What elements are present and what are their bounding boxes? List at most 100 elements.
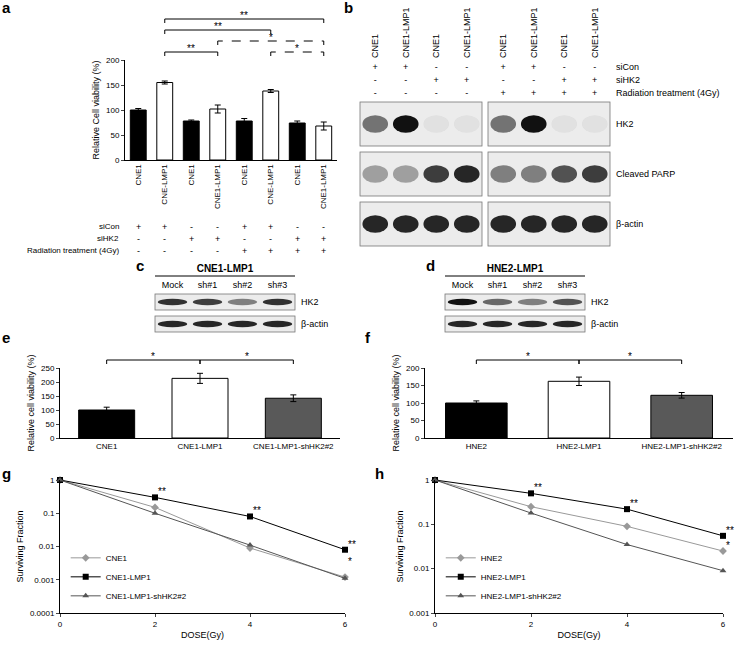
svg-text:Relative cell viability (%): Relative cell viability (%) [26,354,36,451]
svg-text:HNE2-LMP1: HNE2-LMP1 [557,442,602,451]
svg-text:-: - [563,62,566,72]
svg-text:150: 150 [41,392,55,401]
svg-text:CNE1-LMP1: CNE1-LMP1 [401,7,411,58]
svg-text:CNE1-LMP1: CNE1-LMP1 [213,164,222,209]
svg-text:0.1: 0.1 [418,520,430,529]
svg-text:HNE2-LMP1-shHK2#2: HNE2-LMP1-shHK2#2 [641,442,722,451]
svg-text:2: 2 [153,620,158,629]
svg-text:50: 50 [410,416,419,425]
svg-text:-: - [296,222,299,232]
svg-text:β-actin: β-actin [591,319,618,329]
svg-text:sh#2: sh#2 [233,280,253,290]
svg-text:CNE-LMP1: CNE-LMP1 [160,164,169,205]
svg-text:-: - [269,234,272,244]
svg-text:-: - [502,75,505,85]
svg-text:*: * [526,351,530,362]
svg-text:HNE2: HNE2 [466,442,488,451]
svg-text:β-actin: β-actin [616,219,643,229]
svg-text:+: + [268,222,273,232]
svg-text:CNE1: CNE1 [187,164,196,186]
svg-text:**: ** [630,498,638,509]
svg-text:*: * [151,351,155,362]
svg-text:CNE1-LMP1: CNE1-LMP1 [590,7,600,58]
svg-text:siHK2: siHK2 [616,75,640,85]
svg-text:Mock: Mock [162,280,184,290]
svg-text:CNE1: CNE1 [96,442,118,451]
svg-text:-: - [404,75,407,85]
svg-text:-: - [404,88,407,98]
svg-text:-: - [374,75,377,85]
svg-text:+: + [464,75,469,85]
svg-text:HK2: HK2 [301,297,319,307]
svg-text:CNE1: CNE1 [293,164,302,186]
svg-text:-: - [216,222,219,232]
svg-text:+: + [501,62,506,72]
svg-text:CNE1-LMP1: CNE1-LMP1 [319,164,328,209]
svg-text:0.0001: 0.0001 [30,609,55,618]
svg-text:50: 50 [110,131,119,140]
svg-text:+: + [162,222,167,232]
svg-text:0: 0 [115,156,120,165]
svg-text:**: ** [726,525,734,536]
svg-text:siCon: siCon [616,62,639,72]
svg-text:+: + [321,234,326,244]
svg-text:CNE1: CNE1 [106,554,128,563]
svg-text:DOSE(Gy): DOSE(Gy) [181,630,224,640]
svg-text:CNE1: CNE1 [559,34,569,58]
svg-text:Surviving Fraction: Surviving Fraction [15,510,25,582]
svg-text:CNE1: CNE1 [134,164,143,186]
svg-text:150: 150 [106,81,120,90]
svg-text:250: 250 [41,364,55,373]
svg-text:*: * [269,32,273,43]
svg-text:*: * [295,43,299,54]
svg-text:-: - [190,246,193,256]
svg-text:DOSE(Gy): DOSE(Gy) [557,630,600,640]
svg-text:CNE1: CNE1 [498,34,508,58]
svg-text:HNE2-LMP1: HNE2-LMP1 [481,573,526,582]
svg-text:*: * [726,540,730,551]
svg-text:-: - [216,246,219,256]
svg-text:+: + [295,246,300,256]
svg-text:+: + [295,234,300,244]
svg-text:CNE1: CNE1 [240,164,249,186]
svg-text:0.1: 0.1 [43,509,55,518]
svg-text:-: - [465,88,468,98]
svg-text:-: - [435,62,438,72]
svg-text:-: - [532,75,535,85]
svg-text:sh#1: sh#1 [488,280,508,290]
svg-text:+: + [242,222,247,232]
svg-text:+: + [403,62,408,72]
svg-text:6: 6 [721,620,726,629]
svg-text:0: 0 [415,434,420,443]
svg-text:HNE2-LMP1-shHK2#2: HNE2-LMP1-shHK2#2 [481,592,562,601]
svg-text:0.01: 0.01 [414,564,430,573]
svg-text:CNE1-LMP1: CNE1-LMP1 [106,573,151,582]
svg-text:Surviving Fraction: Surviving Fraction [395,510,405,582]
svg-text:+: + [562,88,567,98]
svg-text:1: 1 [425,476,430,485]
svg-text:+: + [373,62,378,72]
svg-text:-: - [322,222,325,232]
svg-text:200: 200 [406,364,420,373]
svg-text:+: + [189,234,194,244]
svg-text:+: + [268,246,273,256]
svg-text:-: - [137,234,140,244]
svg-text:+: + [501,88,506,98]
svg-text:0.001: 0.001 [409,609,430,618]
svg-text:HNE2-LMP1: HNE2-LMP1 [487,263,544,274]
svg-text:+: + [592,75,597,85]
svg-text:100: 100 [41,406,55,415]
svg-text:siCon: siCon [99,222,119,231]
svg-text:β-actin: β-actin [301,319,328,329]
svg-text:HK2: HK2 [591,297,609,307]
svg-text:+: + [592,88,597,98]
svg-text:-: - [374,88,377,98]
svg-text:4: 4 [625,620,630,629]
svg-text:0: 0 [50,434,55,443]
svg-text:200: 200 [41,378,55,387]
svg-text:+: + [136,222,141,232]
svg-text:siHK2: siHK2 [97,234,119,243]
svg-text:0: 0 [433,620,438,629]
svg-text:100: 100 [106,106,120,115]
svg-text:50: 50 [45,420,54,429]
